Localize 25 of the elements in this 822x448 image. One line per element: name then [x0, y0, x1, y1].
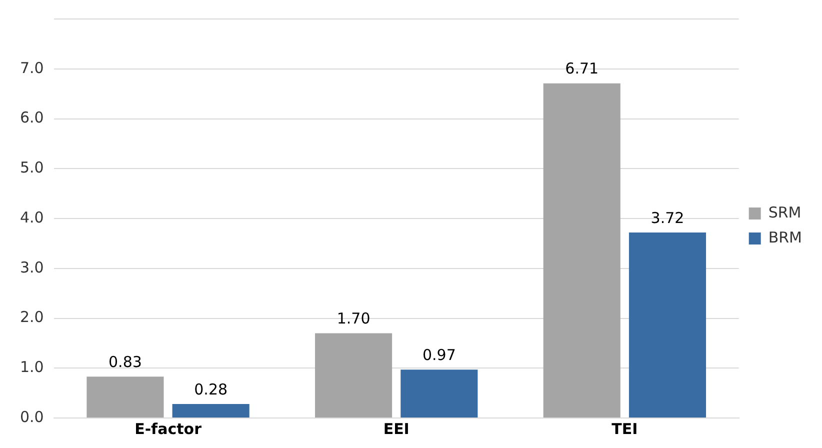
x-tick-label: E-factor — [134, 420, 202, 438]
y-tick-label: 5.0 — [20, 158, 44, 177]
bar — [315, 333, 392, 418]
y-tick-label: 0.0 — [20, 408, 44, 426]
y-tick-label: 4.0 — [20, 208, 44, 226]
bar — [172, 404, 250, 418]
y-tick-label: 1.0 — [20, 358, 44, 376]
data-label: 0.28 — [194, 380, 228, 398]
data-label: 6.71 — [565, 60, 599, 78]
y-tick-label: 3.0 — [20, 258, 44, 276]
data-label: 1.70 — [336, 310, 370, 328]
legend-label: SRM — [768, 203, 802, 222]
data-label: 0.97 — [422, 346, 456, 364]
bar — [86, 376, 164, 418]
x-tick-label: EEI — [383, 420, 410, 438]
bar — [543, 83, 620, 418]
legend-label: BRM — [768, 228, 802, 246]
y-tick-label: 2.0 — [20, 308, 44, 326]
data-label: 0.83 — [108, 352, 142, 371]
bar — [400, 370, 478, 418]
y-tick-label: 7.0 — [20, 58, 44, 77]
bar — [628, 232, 706, 418]
x-tick-label: TEI — [612, 420, 638, 438]
data-label: 3.72 — [650, 208, 684, 227]
y-tick-label: 6.0 — [20, 108, 44, 127]
